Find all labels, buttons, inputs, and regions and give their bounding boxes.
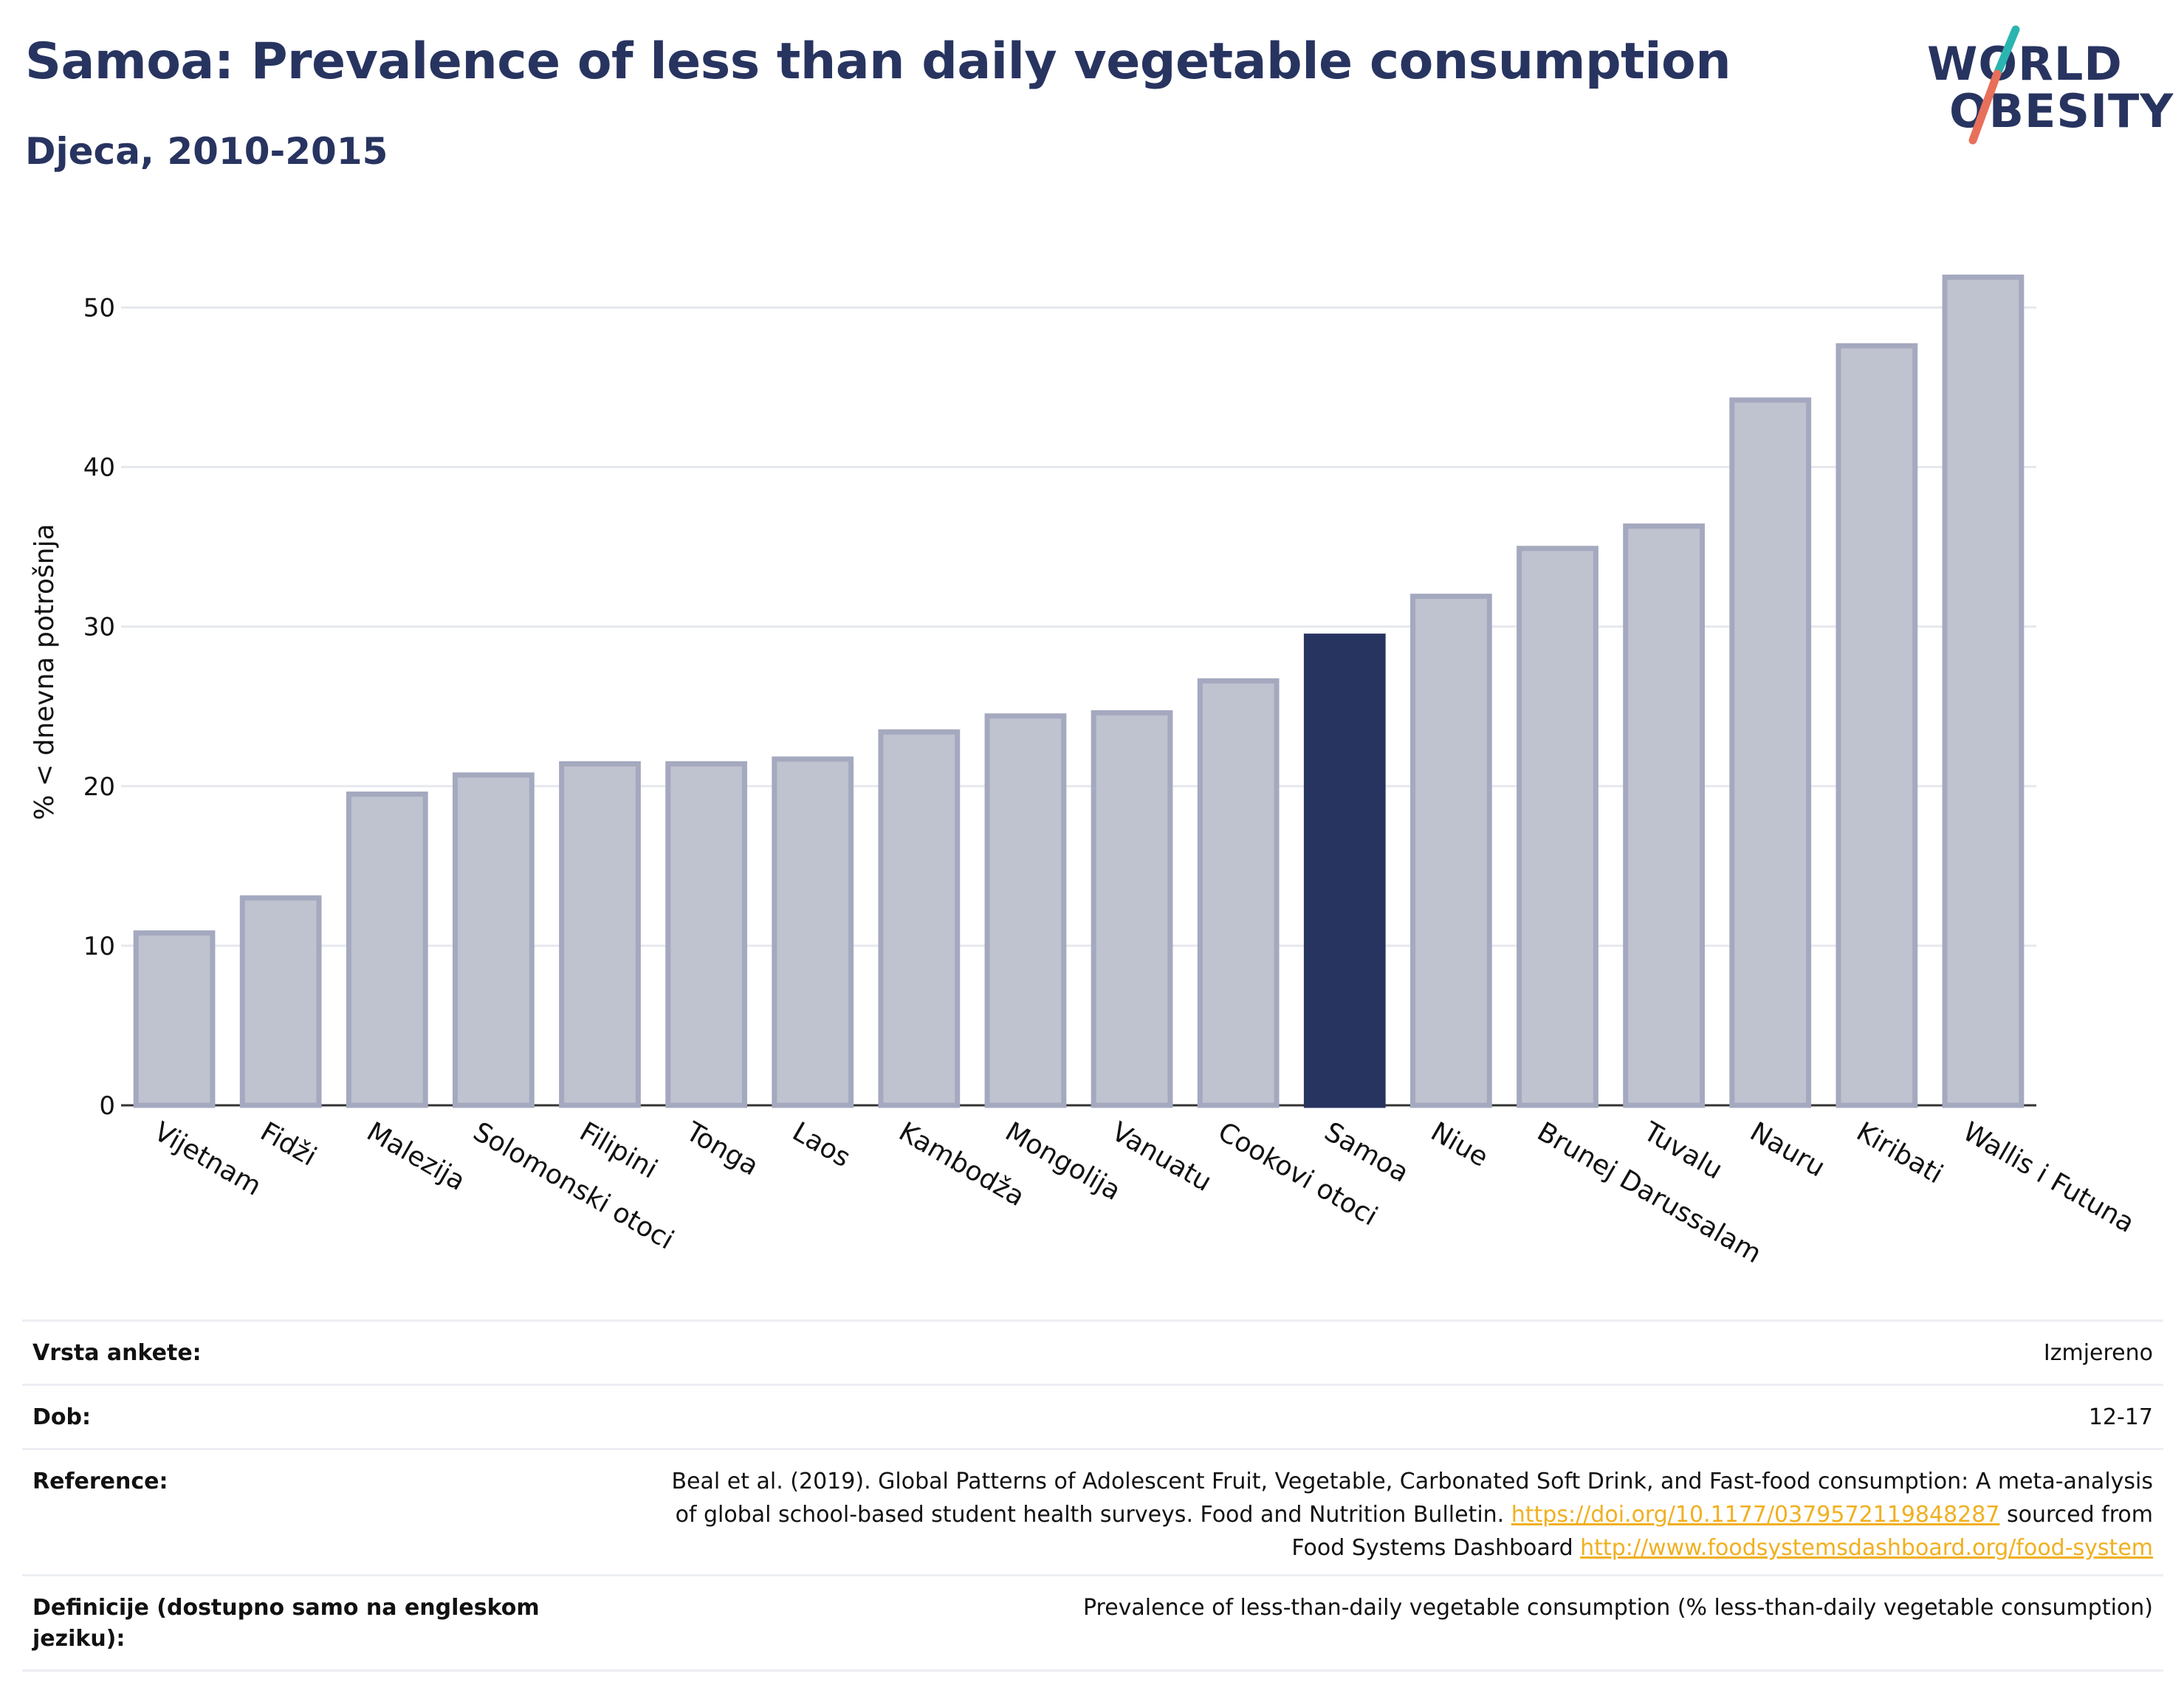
reference-link[interactable]: http://www.foodsystemsdashboard.org/food… — [1580, 1535, 2153, 1561]
meta-label: Definicije (dostupno samo na engleskom j… — [32, 1595, 540, 1652]
x-tick-label: Malezija — [362, 1116, 470, 1197]
x-tick-label: Wallis i Futuna — [1957, 1116, 2139, 1239]
reference-link[interactable]: https://doi.org/10.1177/0379572119848287 — [1511, 1502, 2000, 1528]
meta-row-age: Dob: 12-17 — [22, 1384, 2163, 1448]
y-tick-label: 30 — [83, 613, 115, 642]
metadata-table: Vrsta ankete: Izmjereno Dob: 12-17 Reference… — [22, 1319, 2163, 1672]
x-tick-label: Filipini — [574, 1116, 662, 1184]
bar-wallis-i-futuna[interactable] — [1942, 274, 2025, 1108]
logo-line-1: WORLD — [1927, 37, 2123, 91]
y-axis-label: % < dnevna potrošnja — [30, 523, 60, 820]
x-tick-label: Vijetnam — [149, 1116, 267, 1202]
bar-vijetnam[interactable] — [133, 930, 216, 1108]
y-tick-label: 0 — [99, 1091, 115, 1121]
meta-label: Dob: — [32, 1404, 91, 1430]
bar-cookovi-otoci[interactable] — [1197, 678, 1280, 1108]
meta-value: Izmjereno — [2043, 1340, 2153, 1366]
grid-lines — [121, 306, 2036, 1107]
x-tick-label: Laos — [787, 1116, 855, 1173]
bar-tonga[interactable] — [665, 761, 747, 1108]
bar-brunej-darussalam[interactable] — [1517, 546, 1598, 1108]
bars — [133, 274, 2025, 1108]
bar-filipini[interactable] — [559, 761, 641, 1108]
logo-slash-icon — [1968, 25, 2020, 145]
x-tick-label: Tonga — [680, 1116, 763, 1182]
meta-row-definitions: Definicije (dostupno samo na engleskom j… — [22, 1574, 2163, 1672]
bar-mongolija[interactable] — [984, 713, 1067, 1108]
chart-subtitle: Djeca, 2010-2015 — [25, 130, 388, 173]
bar-malezija[interactable] — [346, 792, 428, 1108]
x-tick-label: Vanuatu — [1107, 1116, 1217, 1198]
bar-kambod-a[interactable] — [878, 729, 961, 1108]
y-tick-label: 20 — [83, 772, 115, 802]
y-tick-label: 50 — [83, 293, 115, 323]
bar-tuvalu[interactable] — [1623, 523, 1705, 1108]
meta-label: Vrsta ankete: — [32, 1340, 202, 1366]
meta-value: Prevalence of less-than-daily vegetable … — [1082, 1595, 2153, 1621]
bar-samoa[interactable] — [1303, 634, 1386, 1108]
x-tick-label: Kiribati — [1851, 1116, 1948, 1189]
x-tick-label: Tuvalu — [1638, 1116, 1727, 1186]
chart-title: Samoa: Prevalence of less than daily veg… — [25, 32, 1731, 91]
meta-row-survey-type: Vrsta ankete: Izmjereno — [22, 1319, 2163, 1384]
bar-kiribati[interactable] — [1836, 343, 1918, 1108]
bar-laos[interactable] — [772, 756, 854, 1108]
x-tick-label: Fidži — [255, 1116, 322, 1172]
bar-solomonski-otoci[interactable] — [453, 772, 535, 1108]
bar-vanuatu[interactable] — [1091, 710, 1173, 1108]
x-tick-label: Nauru — [1745, 1116, 1830, 1183]
bar-fid-i[interactable] — [239, 895, 322, 1108]
y-axis-ticks: 0 10 20 30 40 50 — [83, 293, 115, 1121]
meta-label: Reference: — [32, 1469, 168, 1494]
x-tick-label: Solomonski otoci — [468, 1116, 679, 1255]
meta-value: Beal et al. (2019). Global Patterns of A… — [671, 1469, 2153, 1561]
meta-row-reference: Reference: Beal et al. (2019). Global Pat… — [22, 1448, 2163, 1574]
y-tick-label: 10 — [83, 932, 115, 961]
y-tick-label: 40 — [83, 453, 115, 483]
world-obesity-logo[interactable]: WORLD OBESITY — [1927, 22, 2173, 155]
bar-nauru[interactable] — [1729, 397, 1812, 1108]
bar-niue[interactable] — [1410, 594, 1492, 1108]
x-tick-label: Niue — [1426, 1116, 1493, 1173]
meta-value: 12-17 — [2088, 1404, 2153, 1430]
